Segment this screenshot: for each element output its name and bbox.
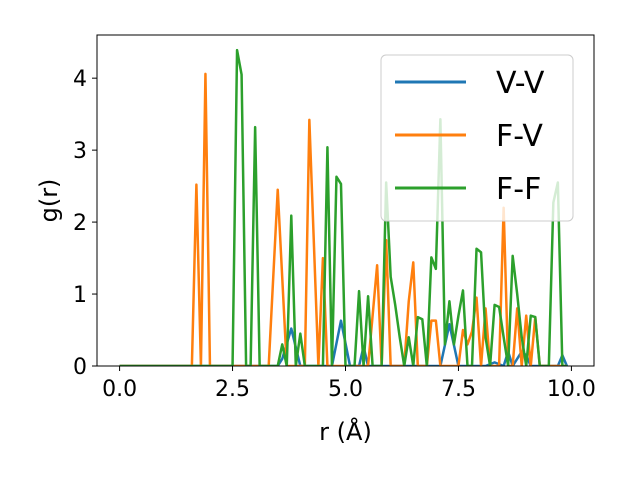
series-line-f-v bbox=[119, 72, 567, 366]
legend-label: F-F bbox=[496, 172, 541, 207]
y-axis-label: g(r) bbox=[35, 179, 63, 223]
y-tick-label: 3 bbox=[73, 139, 87, 164]
plot-area bbox=[119, 48, 569, 366]
y-tick-label: 0 bbox=[73, 355, 87, 380]
legend: V-V F-V F-F bbox=[380, 54, 574, 222]
x-tick-label: 2.5 bbox=[215, 377, 250, 402]
tick-layer: 0.0 2.5 5.0 7.5 10.0 0 1 2 3 4 bbox=[73, 67, 596, 402]
series-line-f-f bbox=[119, 48, 567, 366]
legend-box bbox=[380, 54, 574, 222]
y-tick-label: 1 bbox=[73, 283, 87, 308]
y-tick-label: 2 bbox=[73, 211, 87, 236]
x-tick-label: 7.5 bbox=[441, 377, 476, 402]
legend-label: F-V bbox=[496, 119, 543, 154]
x-tick-label: 10.0 bbox=[547, 377, 596, 402]
x-tick-label: 0.0 bbox=[102, 377, 137, 402]
y-tick-label: 4 bbox=[73, 67, 87, 92]
legend-label: V-V bbox=[496, 66, 545, 101]
axes-frame bbox=[96, 34, 595, 367]
x-tick-label: 5.0 bbox=[328, 377, 363, 402]
x-axis-label: r (Å) bbox=[319, 417, 372, 446]
